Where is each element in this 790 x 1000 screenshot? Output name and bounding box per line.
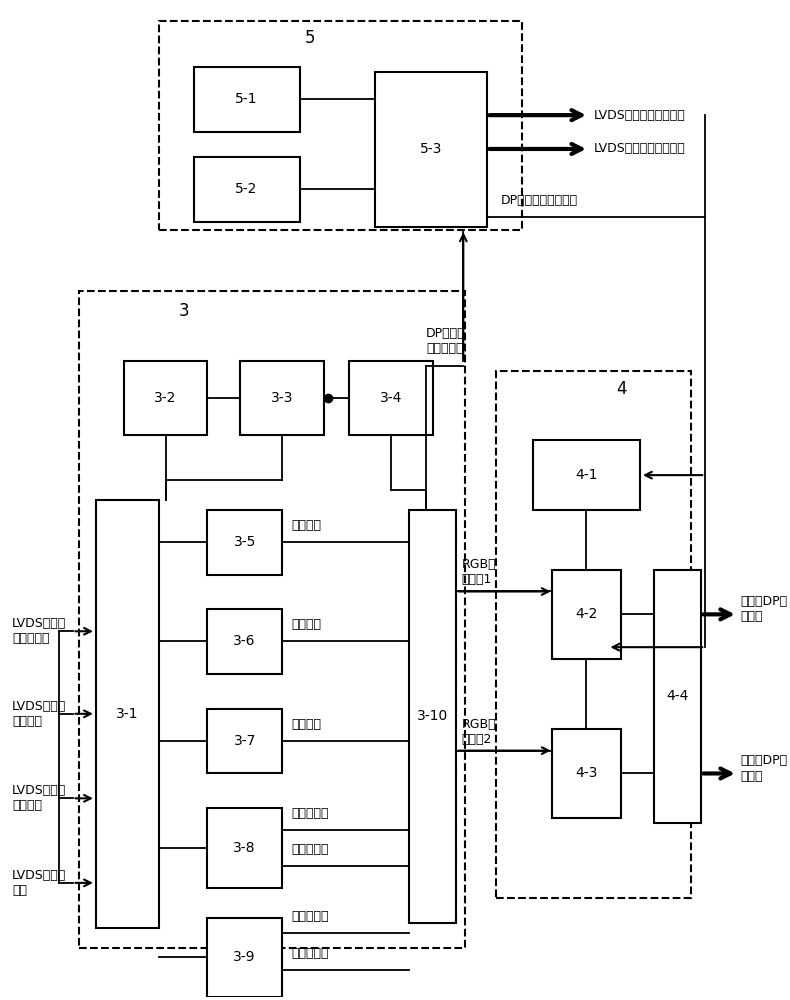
Bar <box>240 361 324 435</box>
Text: 3-5: 3-5 <box>234 535 256 549</box>
Text: 3-3: 3-3 <box>271 391 293 405</box>
Text: 右通道DP视
频信号: 右通道DP视 频信号 <box>740 754 788 782</box>
Bar <box>533 440 640 510</box>
Text: 5-3: 5-3 <box>419 142 442 156</box>
Text: 左分屏信号: 左分屏信号 <box>292 807 329 820</box>
Bar <box>208 609 282 674</box>
Bar <box>375 72 487 227</box>
Text: 5: 5 <box>305 29 315 47</box>
Bar <box>159 21 522 230</box>
Text: 4-1: 4-1 <box>575 468 597 482</box>
Text: DP视频转
换启动信号: DP视频转 换启动信号 <box>426 327 466 355</box>
Text: DP视频转换启动命令: DP视频转换启动命令 <box>501 194 577 207</box>
Text: 3-2: 3-2 <box>154 391 177 405</box>
Text: 整屏信号: 整屏信号 <box>292 618 322 631</box>
Text: 3-6: 3-6 <box>233 634 256 648</box>
Bar <box>208 918 282 997</box>
Text: 3: 3 <box>179 302 190 320</box>
Bar <box>409 510 456 923</box>
Bar <box>654 570 701 823</box>
Bar <box>208 510 282 575</box>
Bar <box>551 570 622 659</box>
Text: 左通道DP视
频信号: 左通道DP视 频信号 <box>740 595 788 623</box>
Text: 偶分屏信号: 偶分屏信号 <box>292 947 329 960</box>
Text: 4-2: 4-2 <box>575 607 597 621</box>
Bar <box>496 371 691 898</box>
Text: 3-8: 3-8 <box>233 841 256 855</box>
Bar <box>79 291 465 948</box>
Bar <box>551 729 622 818</box>
Text: 3-7: 3-7 <box>234 734 256 748</box>
Bar <box>349 361 433 435</box>
Text: LVDS视频解码控制信号: LVDS视频解码控制信号 <box>593 109 685 122</box>
Text: 整屏信号: 整屏信号 <box>292 519 322 532</box>
Bar <box>208 709 282 773</box>
Text: 3-9: 3-9 <box>233 950 256 964</box>
Text: LVDS视频源
像素时钟: LVDS视频源 像素时钟 <box>12 700 66 728</box>
Text: 奇分屏信号: 奇分屏信号 <box>292 910 329 923</box>
Text: 5-1: 5-1 <box>235 92 258 106</box>
Text: 整屏信号: 整屏信号 <box>292 718 322 731</box>
Text: LVDS视频源
数据: LVDS视频源 数据 <box>12 869 66 897</box>
Text: LVDS视频转换控制信号: LVDS视频转换控制信号 <box>593 142 685 155</box>
Text: 4-4: 4-4 <box>666 689 689 703</box>
Text: 3-10: 3-10 <box>417 709 448 723</box>
Text: 3-4: 3-4 <box>379 391 402 405</box>
Text: LVDS视频源
同步信号: LVDS视频源 同步信号 <box>12 784 66 812</box>
Bar <box>194 157 300 222</box>
Text: 4-3: 4-3 <box>575 766 597 780</box>
Bar <box>124 361 208 435</box>
Text: RGB视
频信号1: RGB视 频信号1 <box>461 558 496 586</box>
Text: 右分屏信号: 右分屏信号 <box>292 843 329 856</box>
Text: RGB视
频信号2: RGB视 频信号2 <box>461 718 496 746</box>
Bar <box>96 500 159 928</box>
Text: LVDS视频转
换控制信号: LVDS视频转 换控制信号 <box>12 617 66 645</box>
Text: 4: 4 <box>616 380 626 398</box>
Bar <box>194 67 300 132</box>
Bar <box>208 808 282 888</box>
Text: 3-1: 3-1 <box>116 707 139 721</box>
Text: 5-2: 5-2 <box>235 182 258 196</box>
